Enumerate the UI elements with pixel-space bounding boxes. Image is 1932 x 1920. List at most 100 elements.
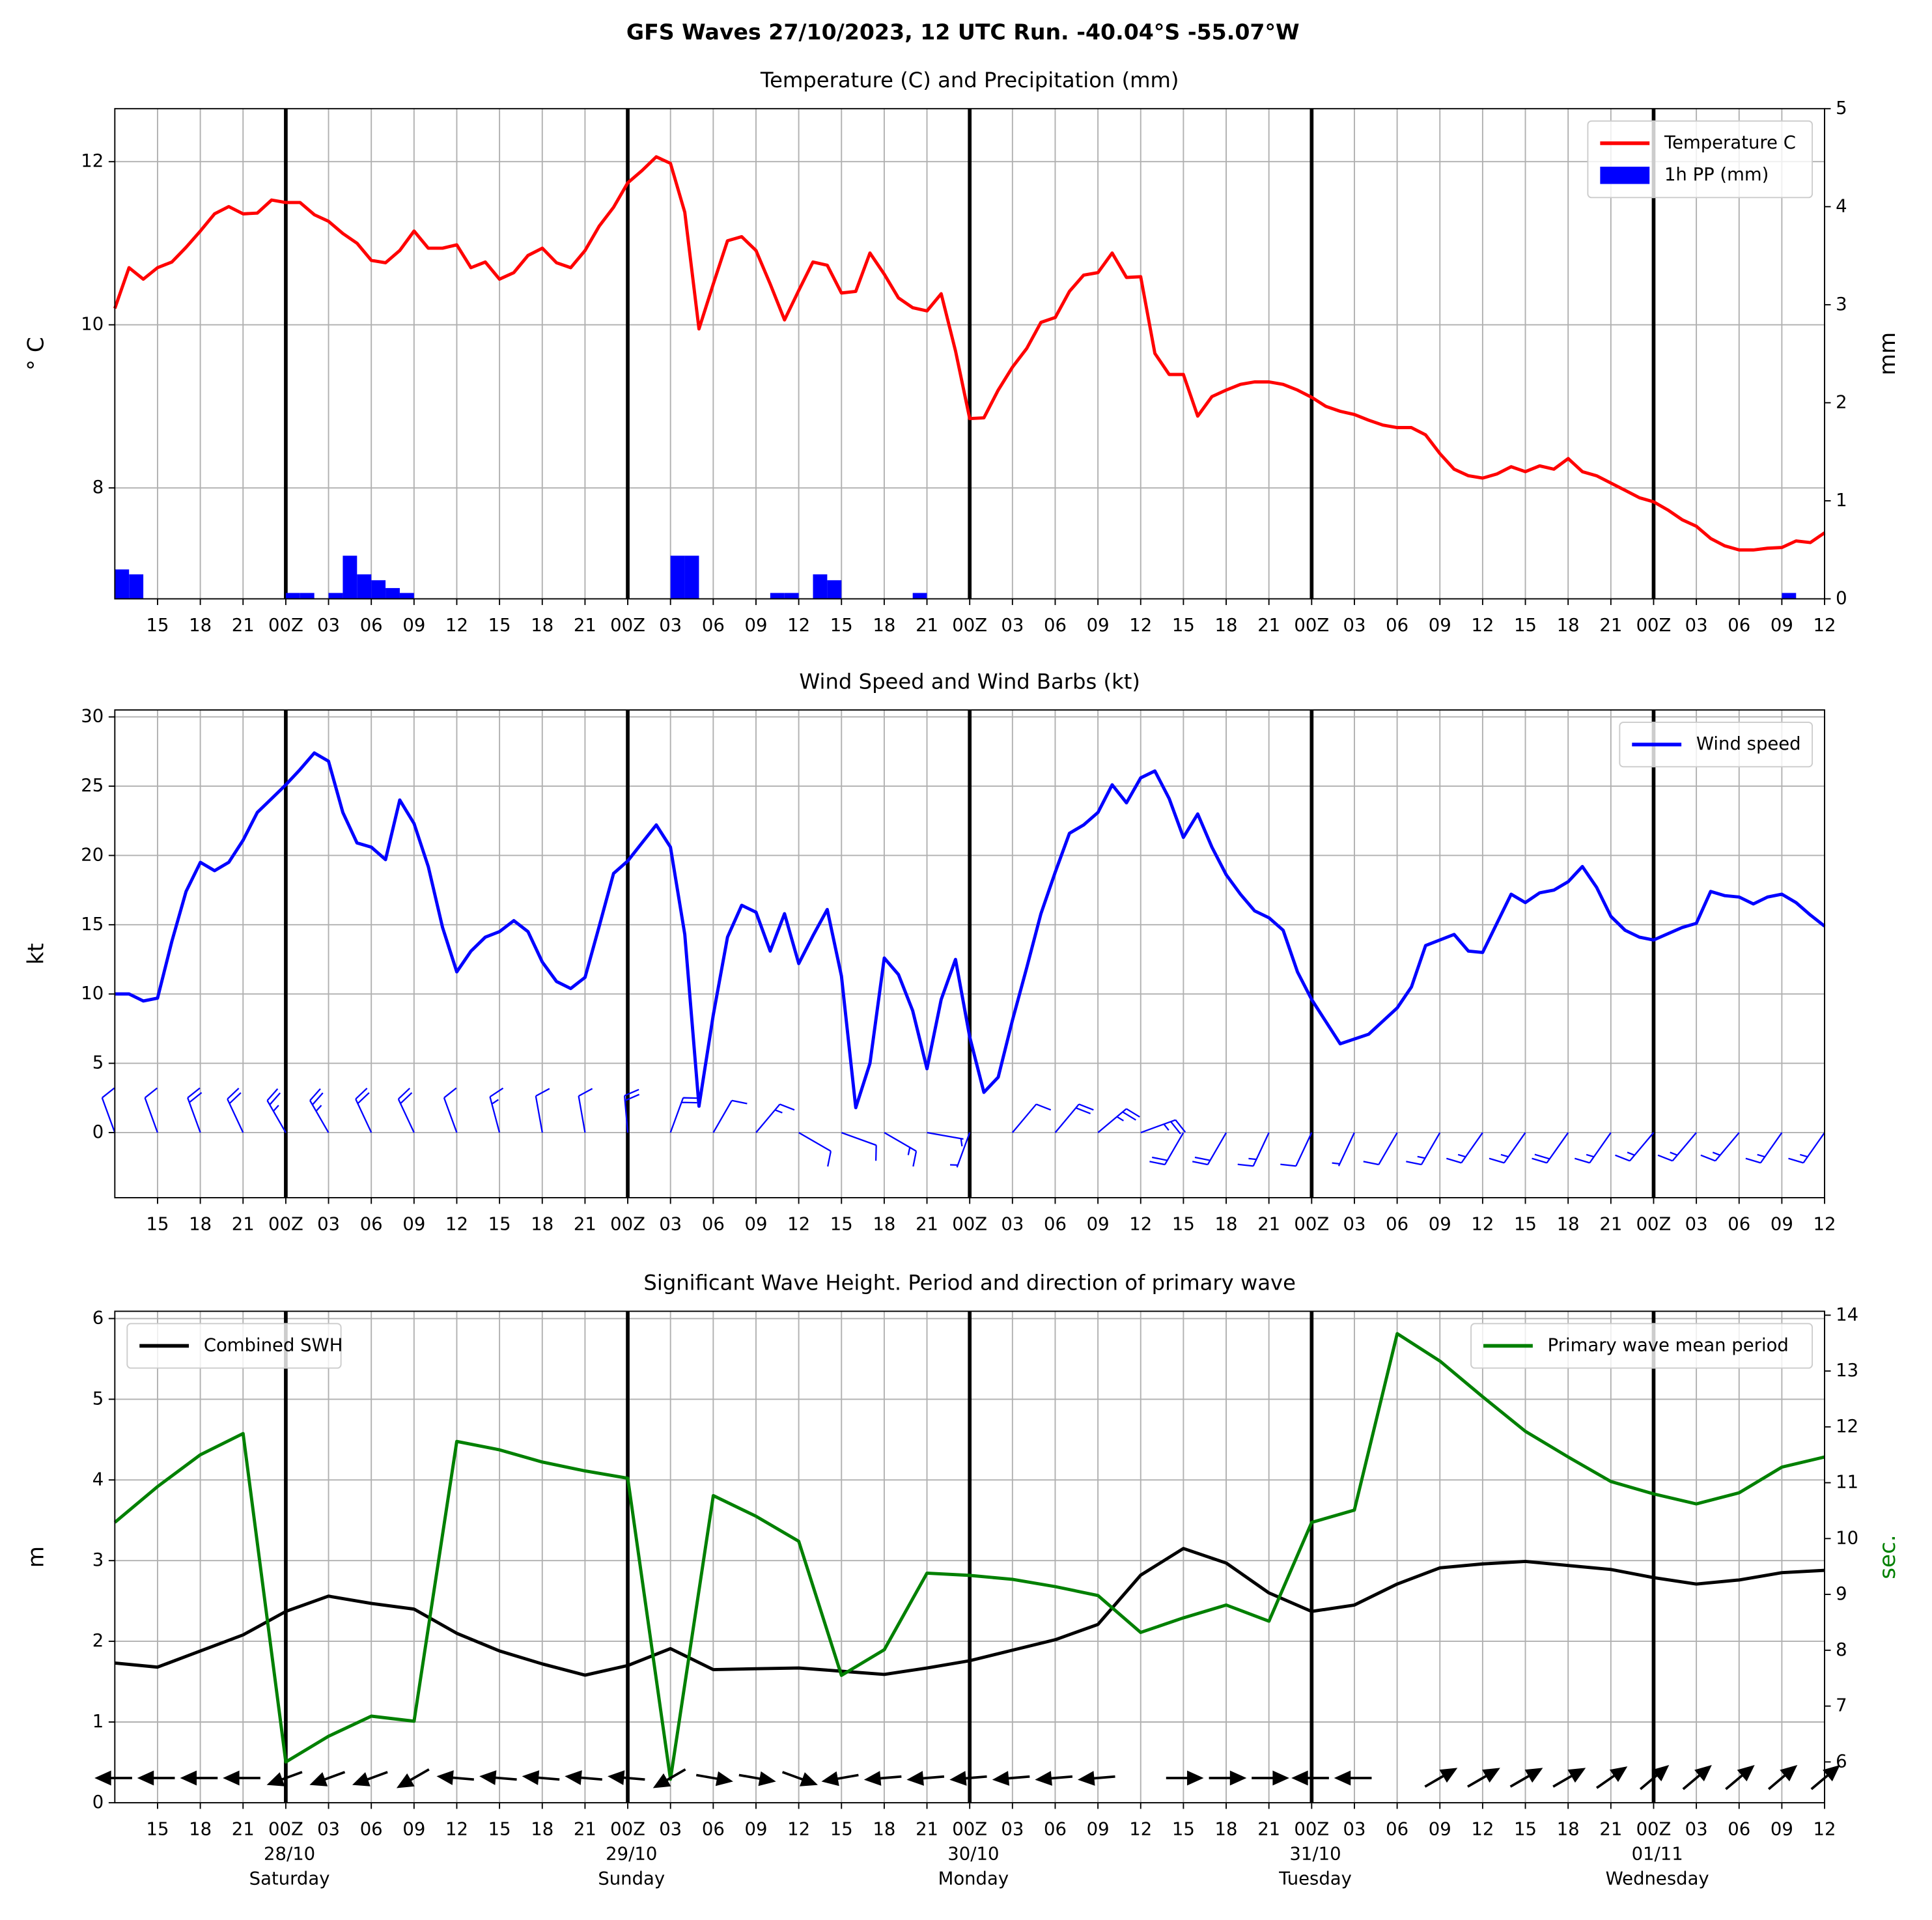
x-tick-label: 15: [830, 1214, 853, 1235]
wave-arrow: [1639, 1764, 1670, 1790]
x-tick-label: 06: [1728, 615, 1750, 636]
wind-barb: [1700, 1132, 1740, 1162]
wind-barb: [355, 1088, 372, 1133]
x-tick-label: 06: [360, 1214, 383, 1235]
x-tick-label: 18: [1557, 1819, 1580, 1840]
x-tick-label: 15: [146, 1214, 169, 1235]
x-tick-label: 00Z: [610, 1819, 645, 1840]
x-tick-label: 09: [1087, 615, 1110, 636]
x-tick-label: 21: [232, 1819, 255, 1840]
precip-bar: [912, 593, 927, 599]
y-tick-label: 3: [92, 1549, 104, 1570]
precip-bar: [300, 593, 315, 599]
y2-tick-label: 8: [1836, 1639, 1847, 1660]
precip-bar: [328, 593, 343, 599]
wind-barb: [669, 1097, 699, 1133]
y-axis-label: m: [23, 1546, 49, 1568]
wave-arrow: [1810, 1764, 1840, 1790]
wind-barb: [578, 1088, 593, 1133]
x-tick-label: 15: [1514, 1214, 1537, 1235]
wave-arrow: [949, 1771, 987, 1786]
wave-arrow: [522, 1770, 560, 1785]
wind-barb: [535, 1088, 550, 1133]
plot-frame: [114, 1310, 1825, 1803]
x-tick-label: 03: [1685, 615, 1708, 636]
wave-arrow: [652, 1768, 686, 1788]
y-tick-label: 2: [92, 1630, 104, 1651]
precip-bar: [670, 556, 685, 599]
precip-bar: [399, 593, 414, 599]
wind-barb: [712, 1099, 748, 1133]
x-tick-label: 09: [1087, 1819, 1110, 1840]
legend-label: 1h PP (mm): [1664, 164, 1769, 185]
precip-bar: [285, 593, 300, 599]
series-line: [115, 751, 1826, 1110]
y-tick-label: 0: [92, 1792, 104, 1813]
x-tick-label: 06: [702, 615, 725, 636]
x-tick-label: 21: [574, 1819, 596, 1840]
x-tick-label: 12: [1813, 1214, 1836, 1235]
x-tick-label: 12: [1129, 1819, 1152, 1840]
y-tick-label: 15: [81, 914, 104, 935]
x-tick-label: 18: [873, 615, 895, 636]
y2-tick-label: 2: [1836, 391, 1847, 412]
wind-barb: [884, 1132, 917, 1167]
precip-bar: [371, 580, 386, 599]
x-tick-label: 00Z: [1636, 1214, 1672, 1235]
wave-arrow: [1767, 1764, 1798, 1790]
series-line: [113, 1332, 1825, 1781]
x-tick-label: 00Z: [268, 1214, 303, 1235]
wave-arrow: [266, 1771, 303, 1786]
wave-arrow: [94, 1770, 132, 1786]
precip-bar: [357, 574, 372, 599]
wave-arrow: [1467, 1768, 1500, 1788]
y-tick-label: 20: [81, 844, 104, 865]
x-tick-label: 09: [402, 1819, 425, 1840]
x-tick-label: 03: [1001, 1819, 1024, 1840]
wind-barb: [1140, 1119, 1186, 1135]
wave-arrow: [608, 1770, 645, 1785]
wind-barb: [266, 1088, 287, 1133]
wave-arrow: [821, 1771, 859, 1786]
precip-bar: [343, 556, 357, 599]
x-tick-label: 15: [1514, 615, 1537, 636]
x-tick-label: 06: [1044, 615, 1067, 636]
suptitle: GFS Waves 27/10/2023, 12 UTC Run. -40.04…: [626, 20, 1300, 45]
precip-bar: [385, 587, 400, 599]
x-tick-label: 12: [1129, 1214, 1152, 1235]
x-tick-label: 00Z: [1294, 1214, 1329, 1235]
wind-barb: [227, 1088, 244, 1133]
wind-barb: [101, 1087, 116, 1133]
y2-tick-label: 9: [1836, 1583, 1847, 1604]
x-tick-label: 12: [1471, 615, 1494, 636]
x-tick-label: 09: [1087, 1214, 1110, 1235]
x-tick-label: 09: [1771, 1819, 1793, 1840]
wind-barb: [489, 1087, 504, 1133]
wave-arrow: [1682, 1764, 1712, 1790]
x-tick-label: 09: [1429, 1214, 1451, 1235]
precip-bar: [770, 593, 785, 599]
wind-barb: [1406, 1132, 1441, 1166]
x-tick-label: 18: [189, 1214, 212, 1235]
wave-arrow: [781, 1771, 818, 1786]
x-tick-label: 15: [488, 1819, 511, 1840]
wave-arrow: [1424, 1768, 1458, 1788]
x-tick-label: 03: [1001, 615, 1024, 636]
x-tick-label: 12: [1471, 1819, 1494, 1840]
x-tick-label: 03: [1343, 1214, 1365, 1235]
y-tick-label: 25: [81, 775, 104, 796]
wave-arrow: [1166, 1770, 1204, 1786]
x-tick-label: 06: [1728, 1819, 1750, 1840]
x-tick-label: 06: [702, 1819, 725, 1840]
x-tick-label: 06: [360, 615, 383, 636]
x-tick-label: 12: [445, 1819, 468, 1840]
x-tick-label: 18: [1557, 1214, 1580, 1235]
x-tick-label: 15: [1514, 1819, 1537, 1840]
legend-box: [1619, 722, 1813, 768]
y2-tick-label: 11: [1836, 1472, 1858, 1493]
day-weekday: Wednesday: [1606, 1868, 1709, 1889]
wind-barb: [1489, 1132, 1526, 1164]
x-tick-label: 09: [744, 615, 767, 636]
y2-tick-label: 7: [1836, 1695, 1847, 1716]
